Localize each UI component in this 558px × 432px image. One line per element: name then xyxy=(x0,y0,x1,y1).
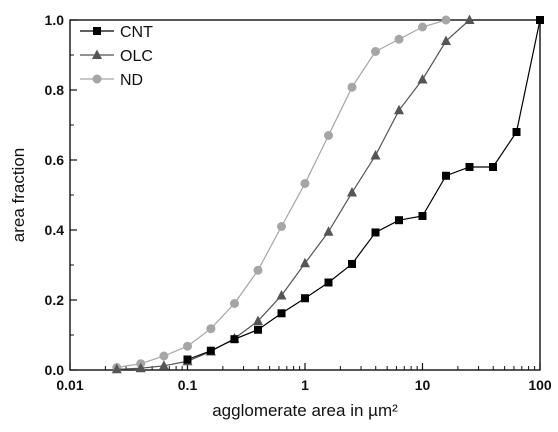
legend-marker-cnt xyxy=(93,27,101,35)
data-point-cnt xyxy=(277,309,286,318)
series-layer xyxy=(111,14,544,374)
data-point-cnt xyxy=(348,259,357,268)
data-point-olc xyxy=(252,315,263,325)
series-line-olc xyxy=(116,19,470,370)
data-point-olc xyxy=(158,360,169,370)
data-point-nd xyxy=(229,299,239,308)
data-point-olc xyxy=(417,74,428,84)
y-tick-label: 0.2 xyxy=(45,292,65,308)
series-line-cnt xyxy=(187,19,541,361)
data-point-olc xyxy=(394,104,405,115)
legend-label: ND xyxy=(120,72,143,89)
y-axis: 0.0 0.2 0.4 0.6 0.8 1.0 xyxy=(45,12,77,378)
data-point-cnt xyxy=(488,163,497,171)
y-tick-label: 0.4 xyxy=(45,222,65,238)
data-point-olc xyxy=(300,257,310,268)
series-olc xyxy=(111,14,475,374)
data-point-nd xyxy=(441,15,451,25)
data-point-cnt xyxy=(230,335,239,344)
data-point-cnt xyxy=(465,163,474,171)
data-point-nd xyxy=(300,178,310,188)
data-point-olc xyxy=(441,35,452,45)
data-point-cnt xyxy=(253,325,262,334)
legend-item-nd: ND xyxy=(80,72,143,89)
data-point-nd xyxy=(206,324,216,334)
y-tick-label: 0.6 xyxy=(45,152,65,168)
data-point-nd xyxy=(277,222,287,231)
data-point-nd xyxy=(394,34,404,44)
data-point-cnt xyxy=(512,128,521,136)
y-tick-label: 0.8 xyxy=(45,82,65,98)
data-point-cnt xyxy=(418,212,427,220)
legend-marker-olc xyxy=(92,49,102,59)
x-axis: 0.01 0.1 1 10 100 xyxy=(56,363,552,393)
series-cnt xyxy=(183,16,544,364)
data-point-nd xyxy=(324,131,334,140)
data-point-cnt xyxy=(395,216,404,225)
data-point-olc xyxy=(464,14,475,24)
data-point-cnt xyxy=(183,355,192,364)
legend-label: OLC xyxy=(120,48,153,65)
x-tick-label: 100 xyxy=(528,377,552,393)
data-point-nd xyxy=(183,341,192,351)
data-point-olc xyxy=(370,149,381,160)
x-axis-title: agglomerate area in µm² xyxy=(212,401,398,420)
x-tick-label: 0.1 xyxy=(178,377,198,393)
data-point-cnt xyxy=(206,346,215,355)
legend: CNT OLC ND xyxy=(80,24,153,89)
legend-label: CNT xyxy=(120,24,153,41)
series-nd xyxy=(112,15,451,373)
y-tick-label: 1.0 xyxy=(45,12,65,28)
data-point-olc xyxy=(347,187,358,197)
data-point-nd xyxy=(253,265,263,275)
data-point-cnt xyxy=(536,16,544,24)
data-point-olc xyxy=(323,226,334,236)
data-point-cnt xyxy=(442,171,451,180)
data-point-nd xyxy=(159,351,169,361)
data-point-cnt xyxy=(371,228,380,237)
y-axis-title: area fraction xyxy=(9,148,28,243)
x-tick-label: 10 xyxy=(415,377,431,393)
legend-item-olc: OLC xyxy=(80,48,153,65)
y-tick-label: 0.0 xyxy=(45,362,65,378)
data-point-olc xyxy=(135,362,146,373)
data-point-olc xyxy=(111,363,122,374)
x-tick-label: 0.01 xyxy=(56,377,83,393)
data-point-olc xyxy=(276,289,287,300)
legend-marker-nd xyxy=(92,74,102,84)
data-point-cnt xyxy=(324,278,333,287)
data-point-nd xyxy=(347,82,357,92)
data-point-nd xyxy=(418,22,427,32)
data-point-cnt xyxy=(301,294,309,303)
legend-item-cnt: CNT xyxy=(80,24,153,41)
data-point-nd xyxy=(370,47,380,56)
x-tick-label: 1 xyxy=(301,377,309,393)
